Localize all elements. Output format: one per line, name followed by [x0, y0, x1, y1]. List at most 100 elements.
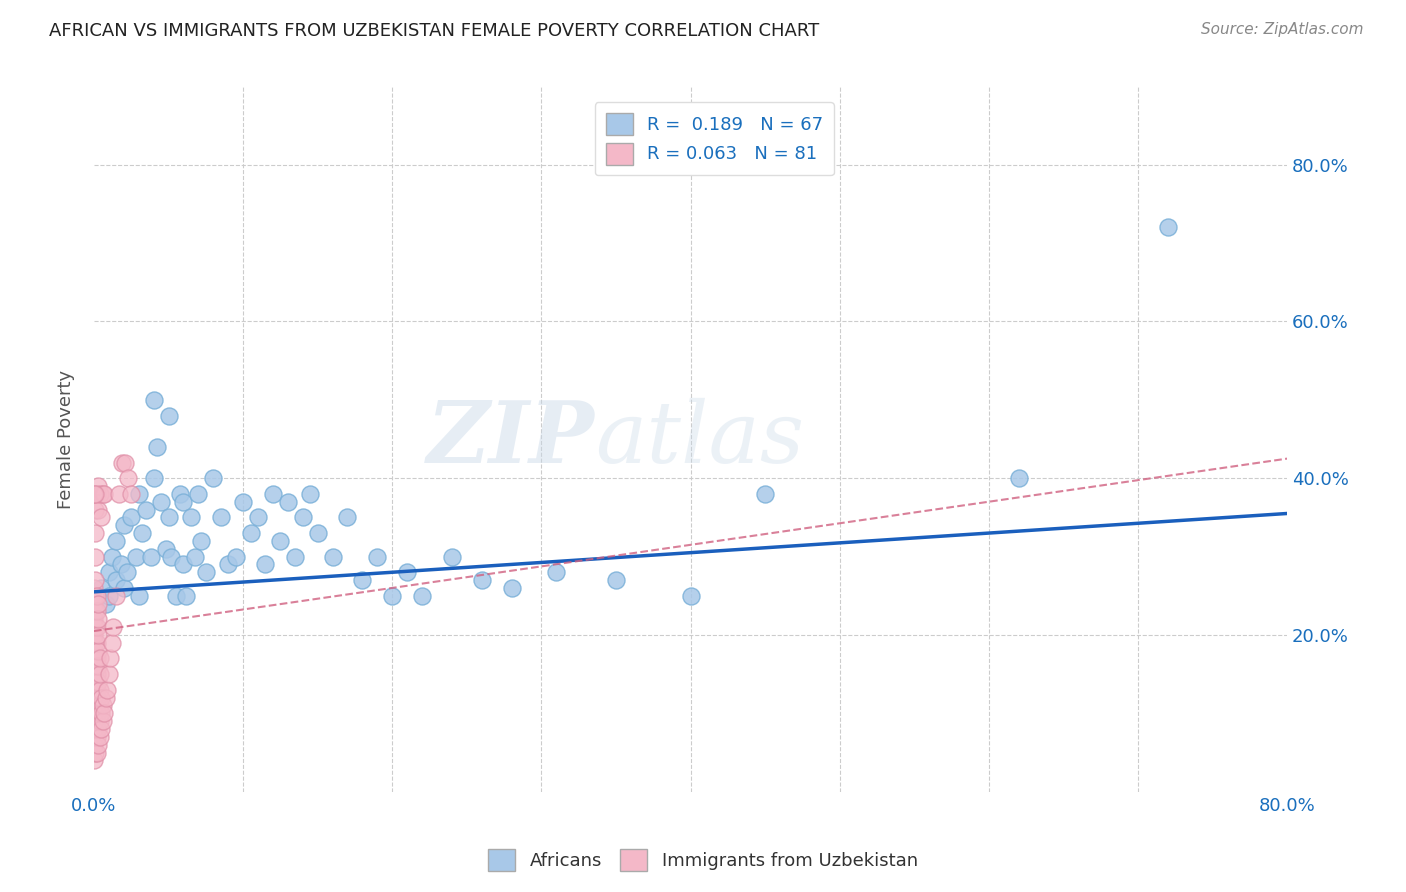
Point [86, 651, 108, 665]
Point [125, 549, 148, 564]
Point [239, 526, 262, 541]
Point [87, 502, 110, 516]
Point [1007, 471, 1029, 485]
Point [90, 722, 112, 736]
Point [157, 510, 180, 524]
Point [84, 746, 107, 760]
Point [105, 573, 128, 587]
Point [299, 487, 322, 501]
Point [108, 487, 131, 501]
Point [90, 706, 112, 721]
Point [110, 558, 132, 572]
Point [160, 549, 183, 564]
Point [155, 541, 177, 556]
Point [89, 667, 111, 681]
Point [190, 533, 212, 548]
Point [184, 549, 207, 564]
Point [546, 566, 568, 580]
Point [87, 690, 110, 705]
Point [142, 392, 165, 407]
Point [97, 566, 120, 580]
Point [91, 487, 114, 501]
Point [90, 510, 112, 524]
Point [269, 533, 291, 548]
Point [87, 706, 110, 721]
Point [94, 690, 117, 705]
Point [93, 487, 115, 501]
Point [101, 636, 124, 650]
Point [86, 667, 108, 681]
Point [84, 604, 107, 618]
Point [84, 667, 107, 681]
Point [89, 714, 111, 728]
Point [172, 558, 194, 572]
Point [291, 510, 314, 524]
Point [86, 620, 108, 634]
Point [84, 698, 107, 713]
Point [232, 494, 254, 508]
Point [352, 573, 374, 587]
Point [128, 589, 150, 603]
Point [112, 581, 135, 595]
Text: Source: ZipAtlas.com: Source: ZipAtlas.com [1201, 22, 1364, 37]
Point [83, 612, 105, 626]
Point [89, 487, 111, 501]
Point [83, 643, 105, 657]
Point [246, 510, 269, 524]
Point [754, 487, 776, 501]
Point [381, 589, 404, 603]
Point [117, 471, 139, 485]
Point [322, 549, 344, 564]
Y-axis label: Female Poverty: Female Poverty [58, 369, 75, 508]
Point [86, 487, 108, 501]
Point [96, 682, 118, 697]
Point [84, 573, 107, 587]
Point [84, 549, 107, 564]
Point [83, 706, 105, 721]
Point [176, 589, 198, 603]
Point [87, 612, 110, 626]
Point [165, 589, 187, 603]
Point [679, 589, 702, 603]
Point [83, 659, 105, 673]
Point [89, 698, 111, 713]
Point [84, 620, 107, 634]
Point [501, 581, 523, 595]
Point [91, 698, 114, 713]
Text: AFRICAN VS IMMIGRANTS FROM UZBEKISTAN FEMALE POVERTY CORRELATION CHART: AFRICAN VS IMMIGRANTS FROM UZBEKISTAN FE… [49, 22, 820, 40]
Point [84, 589, 107, 603]
Point [98, 651, 121, 665]
Point [87, 722, 110, 736]
Point [84, 526, 107, 541]
Point [105, 589, 128, 603]
Point [217, 558, 239, 572]
Point [83, 722, 105, 736]
Point [84, 682, 107, 697]
Point [83, 581, 105, 595]
Point [225, 549, 247, 564]
Legend: Africans, Immigrants from Uzbekistan: Africans, Immigrants from Uzbekistan [481, 842, 925, 879]
Point [86, 714, 108, 728]
Point [89, 682, 111, 697]
Point [87, 738, 110, 752]
Point [120, 487, 142, 501]
Point [86, 698, 108, 713]
Point [128, 487, 150, 501]
Point [86, 604, 108, 618]
Point [202, 471, 225, 485]
Point [90, 581, 112, 595]
Point [86, 746, 108, 760]
Point [97, 589, 120, 603]
Point [262, 487, 284, 501]
Point [605, 573, 627, 587]
Point [112, 518, 135, 533]
Point [277, 494, 299, 508]
Point [103, 620, 125, 634]
Point [84, 730, 107, 744]
Point [135, 502, 157, 516]
Point [209, 510, 232, 524]
Point [83, 738, 105, 752]
Point [97, 667, 120, 681]
Point [111, 456, 134, 470]
Point [87, 643, 110, 657]
